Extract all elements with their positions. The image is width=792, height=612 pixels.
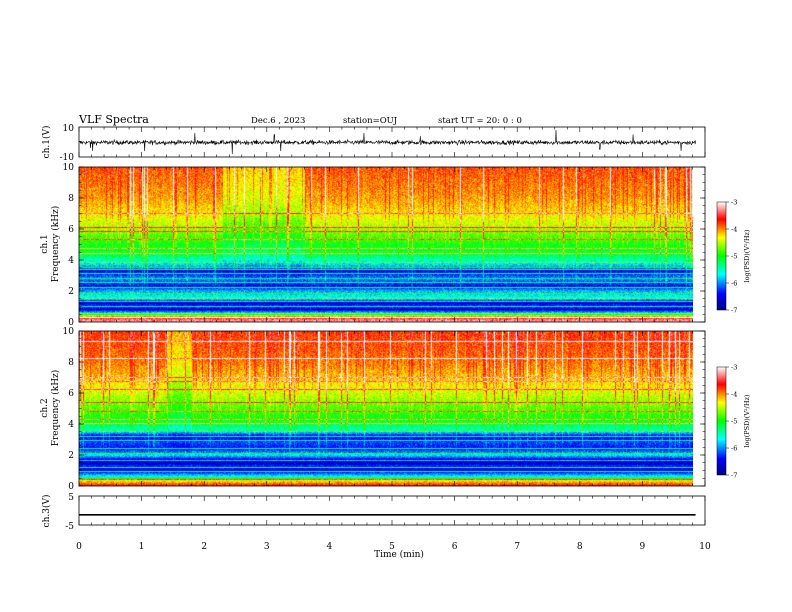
colorbar-tick-label: -5	[731, 252, 737, 260]
colorbar-tick-label: -6	[731, 279, 737, 287]
y-tick-label: 0	[68, 482, 74, 492]
spec1-ylabel-frequency: Frequency (kHz)	[50, 206, 61, 283]
x-tick-label: 3	[264, 542, 270, 552]
colorbar-tick-label: -3	[731, 198, 737, 206]
y-tick-label: 2	[68, 451, 74, 461]
colorbar-tick-label: -4	[731, 225, 737, 233]
x-tick-label: 10	[699, 542, 711, 552]
waveform-panel-ch3: 5 -5 ch.3(V)	[41, 493, 706, 532]
y-tick-label: 0	[68, 318, 74, 328]
spec2-yticks: 0 2 4 6 8 10	[63, 327, 705, 492]
spec1-yticks: 0 2 4 6 8 10	[63, 163, 705, 328]
x-tick-label: 4	[327, 542, 333, 552]
date-label: Dec.6 , 2023	[251, 116, 305, 126]
spec1-xticks	[78, 167, 706, 322]
y-tick-label: 4	[68, 256, 74, 266]
spec2-ylabel-frequency: Frequency (kHz)	[50, 370, 61, 447]
station-label: station=OUJ	[343, 116, 398, 126]
y-tick-label: 8	[68, 358, 74, 368]
x-tick-label: 7	[514, 542, 520, 552]
x-axis-tick-labels: 0 1 2 3 4 5 6 7 8 9 10	[76, 542, 711, 552]
wave1-ylabel: ch.1(V)	[41, 126, 52, 159]
colorbar-ch2	[716, 366, 727, 476]
spectrogram-canvas-ch2	[79, 331, 693, 486]
spec1-ylabel-channel: ch.1	[40, 234, 50, 253]
colorbar-tick-label: -4	[731, 390, 737, 398]
start-ut-label: start UT = 20: 0 : 0	[438, 116, 522, 126]
colorbar-label-ch2: log(PSD)(V²/Hz)	[743, 394, 751, 447]
y-tick-label: 6	[68, 225, 74, 235]
y-tick-label: 2	[68, 287, 74, 297]
x-tick-label: 6	[452, 542, 458, 552]
colorbar-tick-label: -5	[731, 417, 737, 425]
x-axis-label: Time (min)	[374, 549, 424, 560]
colorbar-tick-label: -3	[731, 363, 737, 371]
wave3-ytick-bottom: -5	[65, 522, 74, 532]
spec2-ylabel: ch.2 Frequency (kHz)	[40, 370, 61, 447]
y-tick-label: 10	[63, 327, 75, 337]
wave1-ytick-top: 10	[63, 124, 75, 134]
wave1-ytick-bottom: -10	[60, 153, 75, 163]
figure-title: VLF Spectra	[78, 113, 149, 126]
colorbar-label-ch1: log(PSD)(V²/Hz)	[743, 229, 751, 282]
colorbar-tick-label: -7	[731, 471, 737, 479]
spectrogram-image-ch2	[79, 331, 693, 486]
x-tick-label: 2	[201, 542, 207, 552]
colorbar-ticks-ch2: -3 -4 -5 -6 -7	[726, 363, 737, 479]
wave1-xticks	[78, 127, 706, 157]
wave3-xticks	[78, 496, 706, 525]
colorbar-ch1	[716, 201, 727, 311]
spec2-xticks	[78, 331, 706, 486]
wave3-ylabel: ch.3(V)	[41, 495, 52, 528]
y-tick-label: 4	[68, 420, 74, 430]
waveform-panel-ch1: 10 -10 ch.1(V)	[41, 124, 706, 163]
spectrogram-canvas-ch1	[79, 167, 693, 322]
spec1-ylabel: ch.1 Frequency (kHz)	[40, 206, 61, 283]
colorbar-tick-label: -6	[731, 444, 737, 452]
y-tick-label: 6	[68, 389, 74, 399]
spectrogram-image-ch1	[79, 167, 693, 322]
x-tick-label: 9	[640, 542, 646, 552]
y-tick-label: 10	[63, 163, 75, 173]
wave3-ytick-top: 5	[68, 493, 74, 503]
x-tick-label: 8	[577, 542, 583, 552]
spec2-ylabel-channel: ch.2	[40, 398, 50, 417]
x-tick-label: 1	[139, 542, 145, 552]
waveform-trace-ch1	[78, 129, 696, 155]
x-tick-label: 0	[76, 542, 82, 552]
x-tick-label: 5	[389, 542, 395, 552]
y-tick-label: 8	[68, 194, 74, 204]
colorbar-ticks-ch1: -3 -4 -5 -6 -7	[726, 198, 737, 314]
colorbar-tick-label: -7	[731, 306, 737, 314]
